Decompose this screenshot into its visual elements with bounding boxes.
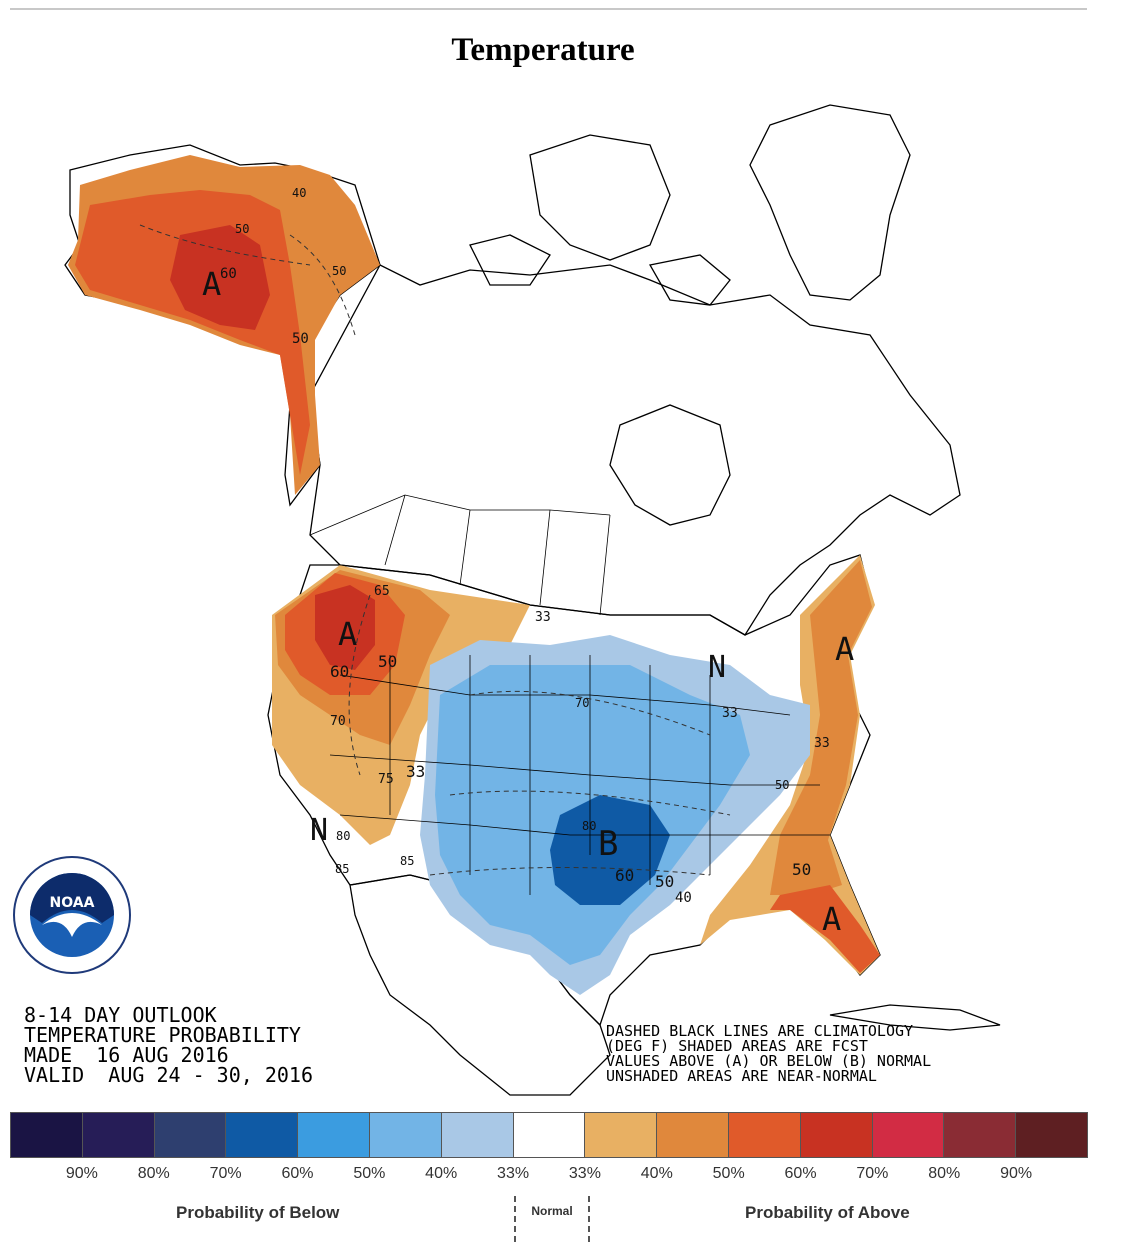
contour-label: 60	[220, 266, 237, 282]
above-normal-shading	[68, 155, 880, 975]
contour-label: 50	[775, 778, 789, 792]
outlook-map: A A A A B N N 60 50 50 50 40 65 60 50 70…	[13, 104, 1001, 1096]
florida-letter: A	[822, 900, 841, 938]
legend-swatch	[369, 1113, 442, 1157]
legend-tick-label: 80%	[137, 1165, 170, 1182]
probability-color-legend	[10, 1112, 1088, 1158]
contour-label: 50	[655, 872, 674, 891]
map-labels: A A A A B N N 60 50 50 50 40 65 60 50 70…	[202, 186, 854, 938]
southwest-letter: N	[310, 813, 328, 848]
legend-swatch	[513, 1113, 586, 1157]
contour-label: 33	[722, 706, 738, 721]
legend-tick-label: 60%	[281, 1165, 314, 1182]
great-lakes-letter: N	[708, 650, 726, 685]
contour-label: 85	[400, 854, 414, 868]
cuba-outline	[829, 1004, 1001, 1031]
legend-swatch	[585, 1113, 658, 1157]
normal-divider-right	[588, 1196, 590, 1242]
alaska-above-70	[170, 225, 270, 330]
state-province-boundaries	[309, 494, 830, 895]
probability-below-label: Probability of Below	[176, 1203, 340, 1222]
legend-tick-label: 50%	[353, 1165, 386, 1182]
east-above-40	[770, 560, 872, 895]
top-rule	[10, 8, 1087, 10]
outlook-info-block: 8-14 DAY OUTLOOK TEMPERATURE PROBABILITY M…	[24, 1005, 313, 1085]
legend-swatch	[154, 1113, 227, 1157]
alaska-letter: A	[202, 265, 221, 303]
below-normal-shading	[420, 635, 810, 995]
east-coast-letter: A	[835, 630, 854, 668]
florida-above-50	[770, 885, 880, 973]
legend-swatch	[441, 1113, 514, 1157]
legend-swatch	[872, 1113, 945, 1157]
hudson-bay-outline	[609, 404, 731, 526]
northwest-above-60	[315, 585, 375, 670]
normal-divider-left	[514, 1196, 516, 1242]
contour-label: 40	[675, 890, 692, 906]
arctic-islands-outline	[469, 134, 731, 306]
legend-tick-label: 80%	[928, 1165, 961, 1182]
contour-label: 85	[335, 862, 349, 876]
legend-tick-label: 90%	[65, 1165, 98, 1182]
legend-tick-label: 33%	[568, 1165, 601, 1182]
legend-tick-label: 40%	[425, 1165, 458, 1182]
legend-swatch	[298, 1113, 370, 1157]
note-line-3: VALUES ABOVE (A) OR BELOW (B) NORMAL	[606, 1052, 932, 1070]
note-line-1: DASHED BLACK LINES ARE CLIMATOLOGY	[606, 1022, 914, 1040]
contour-label: 80	[336, 829, 350, 843]
noaa-logo: NOAA	[13, 856, 131, 974]
contour-label: 50	[292, 331, 309, 347]
note-line-4: UNSHADED AREAS ARE NEAR-NORMAL	[606, 1067, 877, 1085]
legend-swatch	[82, 1113, 155, 1157]
legend-tick-label: 50%	[712, 1165, 745, 1182]
central-below-60	[550, 795, 670, 905]
map-title: Temperature	[451, 32, 635, 68]
legend-swatch	[11, 1113, 83, 1157]
contour-label: 70	[330, 714, 346, 729]
legend-tick-label: 33%	[497, 1165, 530, 1182]
legend-swatch	[728, 1113, 801, 1157]
legend-tick-label: 70%	[209, 1165, 242, 1182]
alaska-outline	[64, 144, 381, 507]
logo-wordmark: NOAA	[50, 895, 95, 911]
legend-tick-label: 60%	[784, 1165, 817, 1182]
legend-swatch	[944, 1113, 1017, 1157]
probability-above-label: Probability of Above	[745, 1203, 910, 1222]
map-notes-block: DASHED BLACK LINES ARE CLIMATOLOGY (DEG F…	[606, 1024, 931, 1084]
normal-label: Normal	[531, 1204, 573, 1218]
contour-label: 65	[374, 584, 390, 599]
outlook-line-3: MADE 16 AUG 2016	[24, 1043, 229, 1067]
contour-label: 33	[406, 762, 425, 781]
central-letter: B	[598, 824, 618, 864]
contour-label: 50	[235, 222, 249, 236]
contour-label: 33	[535, 610, 551, 625]
contour-label: 60	[330, 662, 349, 681]
contour-label: 50	[378, 652, 397, 671]
outlook-line-2: TEMPERATURE PROBABILITY	[24, 1023, 301, 1047]
contour-label: 40	[292, 186, 306, 200]
legend-swatch	[226, 1113, 299, 1157]
climatology-lines	[139, 224, 731, 876]
contour-label: 75	[378, 772, 394, 787]
contour-label: 50	[332, 264, 346, 278]
legend-swatch	[1016, 1113, 1087, 1157]
contour-label: 70	[575, 696, 589, 710]
legend-tick-label: 40%	[640, 1165, 673, 1182]
outlook-line-4: VALID AUG 24 - 30, 2016	[24, 1063, 313, 1087]
contour-label: 60	[615, 866, 634, 885]
outlook-line-1: 8-14 DAY OUTLOOK	[24, 1003, 217, 1027]
greenland-outline	[749, 104, 911, 301]
note-line-2: (DEG F) SHADED AREAS ARE FCST	[606, 1037, 868, 1055]
legend-swatch	[800, 1113, 873, 1157]
legend-swatch	[657, 1113, 729, 1157]
contour-label: 50	[792, 860, 811, 879]
legend-tick-label: 90%	[1000, 1165, 1033, 1182]
contour-label: 33	[814, 736, 830, 751]
northwest-letter: A	[338, 615, 357, 653]
legend-tick-label: 70%	[856, 1165, 889, 1182]
contour-label: 80	[582, 819, 596, 833]
